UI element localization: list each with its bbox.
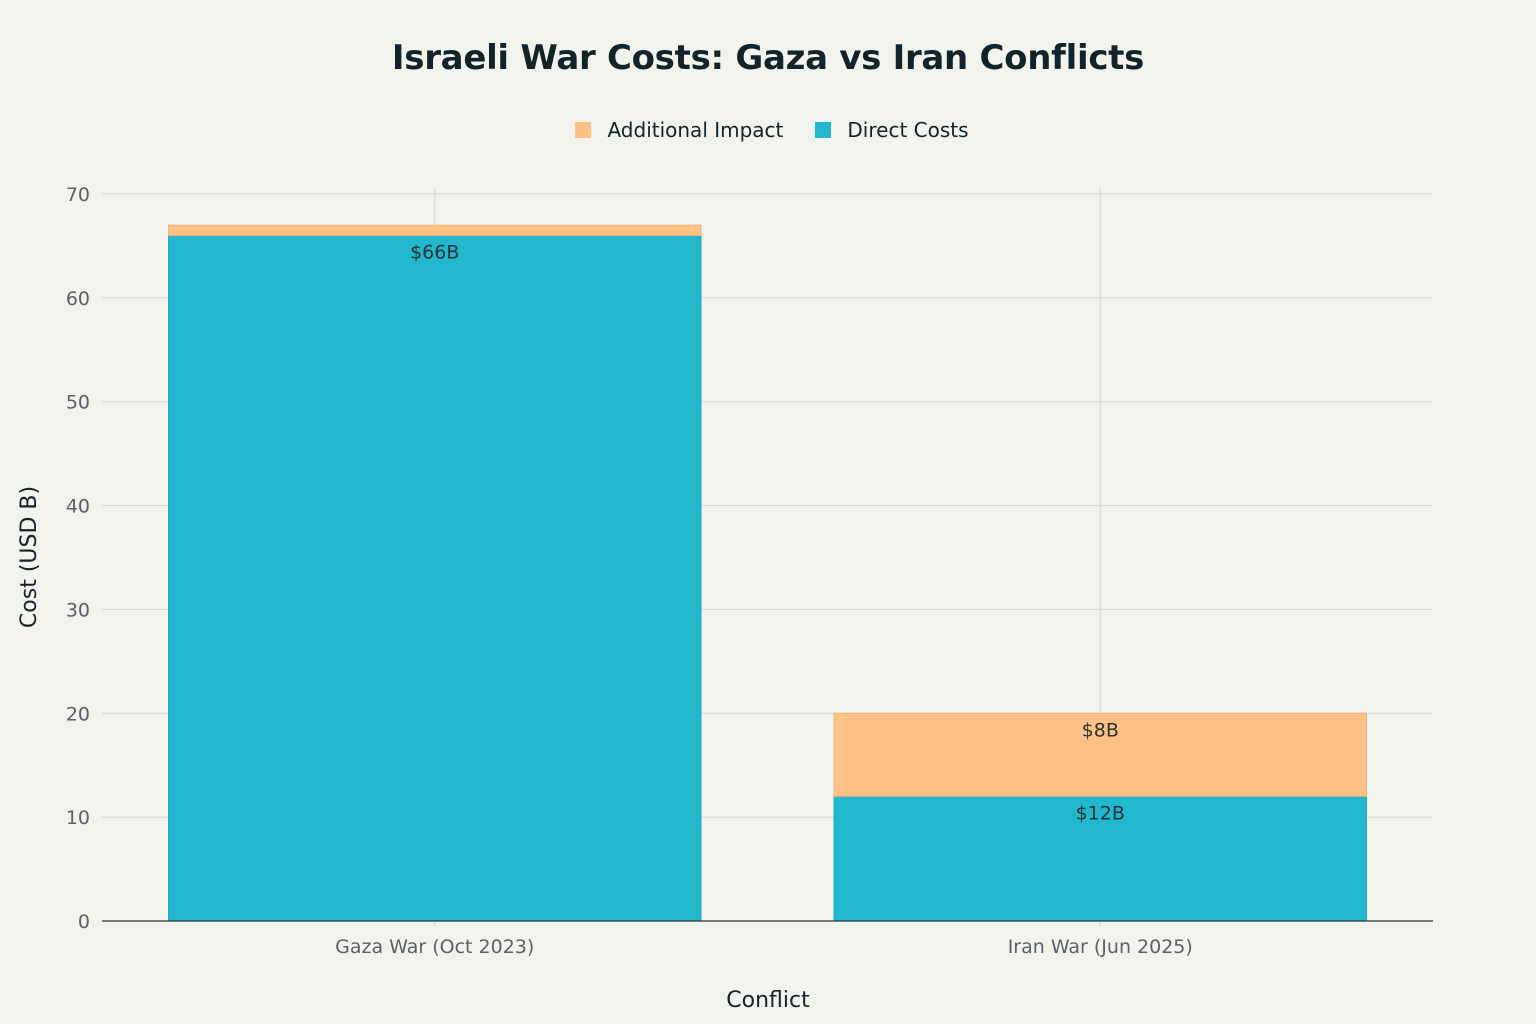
y-tick-label-40: 40 <box>66 496 90 518</box>
legend-item-additional-impact[interactable]: Additional Impact <box>567 118 783 142</box>
y-tick-label-30: 30 <box>66 599 90 621</box>
chart-title: Israeli War Costs: Gaza vs Iran Conflict… <box>391 38 1145 78</box>
data-label-direct-costs-1: $12B <box>1076 802 1125 824</box>
y-tick-label-50: 50 <box>66 392 90 414</box>
bar-additional-impact-1[interactable] <box>833 712 1367 797</box>
y-tick-label-20: 20 <box>66 703 90 725</box>
legend: Additional Impact Direct Costs <box>0 118 1536 142</box>
bar-additional-impact-0[interactable] <box>168 224 702 237</box>
legend-swatch-direct-costs <box>815 122 832 138</box>
bar-direct-costs-0[interactable] <box>168 235 702 922</box>
y-tick-label-10: 10 <box>66 807 90 829</box>
y-tick-label-70: 70 <box>66 184 90 206</box>
y-tick-label-60: 60 <box>66 288 90 310</box>
bar-direct-costs-1[interactable] <box>833 795 1367 922</box>
y-axis-title: Cost (USD B) <box>17 486 42 628</box>
data-label-direct-costs-0: $66B <box>410 242 459 264</box>
legend-swatch-additional-impact <box>575 122 592 138</box>
legend-label-additional-impact: Additional Impact <box>607 118 784 142</box>
legend-item-direct-costs[interactable]: Direct Costs <box>807 118 969 142</box>
x-tick-label-0: Gaza War (Oct 2023) <box>335 936 534 958</box>
x-axis-title: Conflict <box>726 988 810 1013</box>
y-tick-label-0: 0 <box>78 911 90 933</box>
x-tick-label-1: Iran War (Jun 2025) <box>1008 936 1193 958</box>
legend-label-direct-costs: Direct Costs <box>847 118 969 142</box>
data-label-additional-impact-1: $8B <box>1082 719 1119 741</box>
